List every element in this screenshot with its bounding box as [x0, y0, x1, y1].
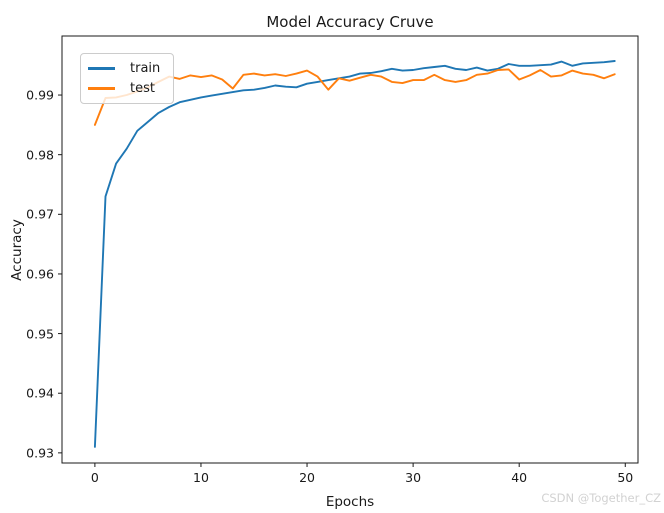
legend: train test [80, 53, 174, 104]
test-line [93, 68, 616, 126]
y-tick-label: 0.98 [26, 147, 54, 163]
x-axis-label: Epochs [325, 494, 375, 510]
y-tick-label: 0.97 [26, 206, 54, 222]
plot-area-border [61, 35, 639, 464]
x-tick-label: 20 [299, 470, 315, 485]
x-tick-label: 10 [193, 470, 209, 485]
x-tick-label: 0 [90, 470, 99, 485]
train-legend-swatch [88, 67, 115, 71]
x-tick-label: 30 [405, 470, 422, 485]
watermark: CSDN @Together_CZ [541, 491, 661, 505]
legend-item-test: test [88, 79, 164, 99]
train-legend-label: train [130, 61, 161, 77]
y-tick-label: 0.99 [26, 87, 54, 103]
y-tick-label: 0.94 [26, 385, 54, 401]
train-line [93, 60, 616, 448]
test-legend-label: test [130, 80, 155, 96]
x-tick-label: 50 [617, 470, 634, 485]
chart-title: Model Accuracy Cruve [266, 13, 434, 31]
y-axis-label: Accuracy [9, 218, 25, 281]
legend-item-train: train [88, 59, 164, 79]
y-tick-label: 0.95 [26, 326, 54, 342]
x-tick-label: 40 [511, 470, 528, 485]
y-tick-label: 0.93 [26, 445, 54, 461]
test-legend-swatch [88, 86, 115, 90]
y-tick-label: 0.96 [26, 266, 54, 282]
